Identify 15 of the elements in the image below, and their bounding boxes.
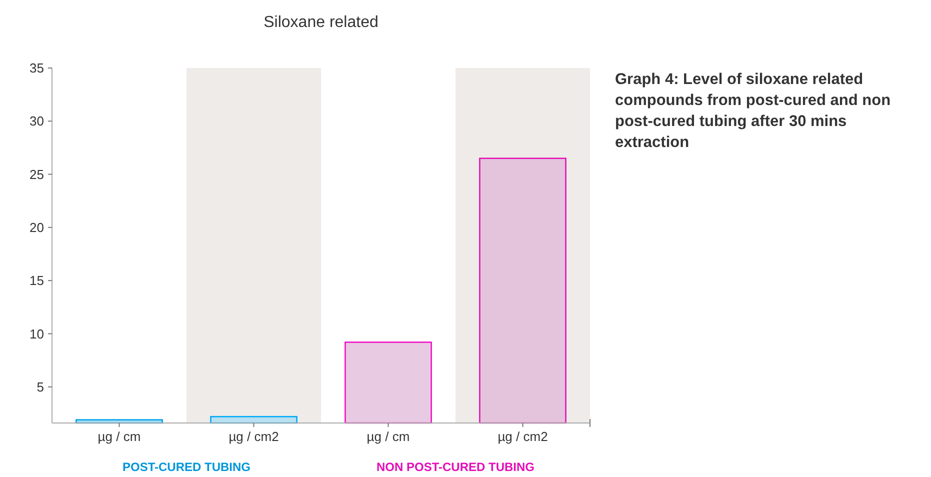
x-tick-label: µg / cm2 — [498, 429, 548, 444]
text: NON POST-CURED TUBING — [376, 460, 535, 474]
y-tick-label: 5 — [36, 379, 44, 394]
y-tick-label: 15 — [30, 273, 44, 288]
y-tick-label: 20 — [30, 220, 44, 235]
y-tick-label: 10 — [30, 326, 44, 342]
chart-title: Siloxane related — [264, 14, 378, 31]
x-tick-label: µg / cm2 — [228, 429, 279, 444]
y-tick-label: 25 — [30, 166, 44, 182]
x-tick-label: µg / cm — [366, 429, 410, 444]
caption: Graph 4: Level of siloxane related compounds from post-cured and non post-cured tubing after 30 mins extraction — [615, 71, 891, 151]
x-tick-label: µg / cm — [98, 429, 141, 444]
y-tick-label: 30 — [30, 114, 44, 129]
y-tick-label: 35 — [30, 60, 44, 76]
text: POST-CURED TUBING — [122, 460, 251, 474]
